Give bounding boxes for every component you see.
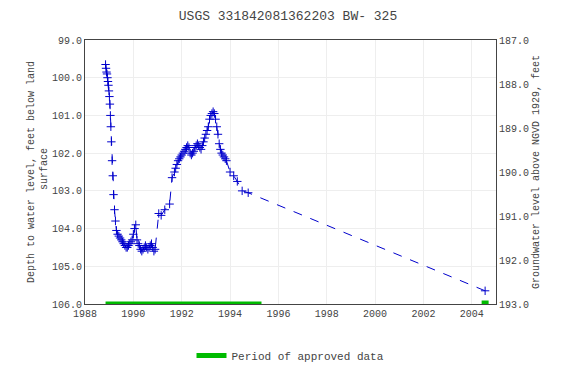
svg-text:Groundwater level above NGVD 1: Groundwater level above NGVD 1929, feet [531,55,542,289]
svg-text:188.0: 188.0 [499,80,529,91]
svg-text:191.0: 191.0 [499,212,529,223]
svg-text:2000: 2000 [363,309,387,320]
svg-text:2004: 2004 [460,309,484,320]
svg-text:1994: 1994 [218,309,242,320]
svg-text:102.0: 102.0 [52,149,82,160]
svg-text:1996: 1996 [266,309,290,320]
svg-text:193.0: 193.0 [499,300,529,311]
svg-text:1998: 1998 [315,309,339,320]
svg-text:192.0: 192.0 [499,256,529,267]
svg-text:99.0: 99.0 [58,36,82,47]
svg-text:Period of approved data: Period of approved data [232,351,384,363]
svg-text:190.0: 190.0 [499,168,529,179]
svg-text:2002: 2002 [411,309,435,320]
svg-text:103.0: 103.0 [52,186,82,197]
svg-text:187.0: 187.0 [499,36,529,47]
svg-text:USGS 331842081362203 BW- 325: USGS 331842081362203 BW- 325 [179,9,397,24]
svg-text:105.0: 105.0 [52,262,82,273]
svg-text:101.0: 101.0 [52,111,82,122]
svg-text:1988: 1988 [73,309,97,320]
svg-text:1990: 1990 [121,309,145,320]
svg-text:106.0: 106.0 [52,300,82,311]
svg-text:104.0: 104.0 [52,224,82,235]
svg-text:1992: 1992 [170,309,194,320]
svg-text:Depth to water level, feet bel: Depth to water level, feet below land su… [26,61,50,283]
svg-text:100.0: 100.0 [52,73,82,84]
svg-text:189.0: 189.0 [499,124,529,135]
